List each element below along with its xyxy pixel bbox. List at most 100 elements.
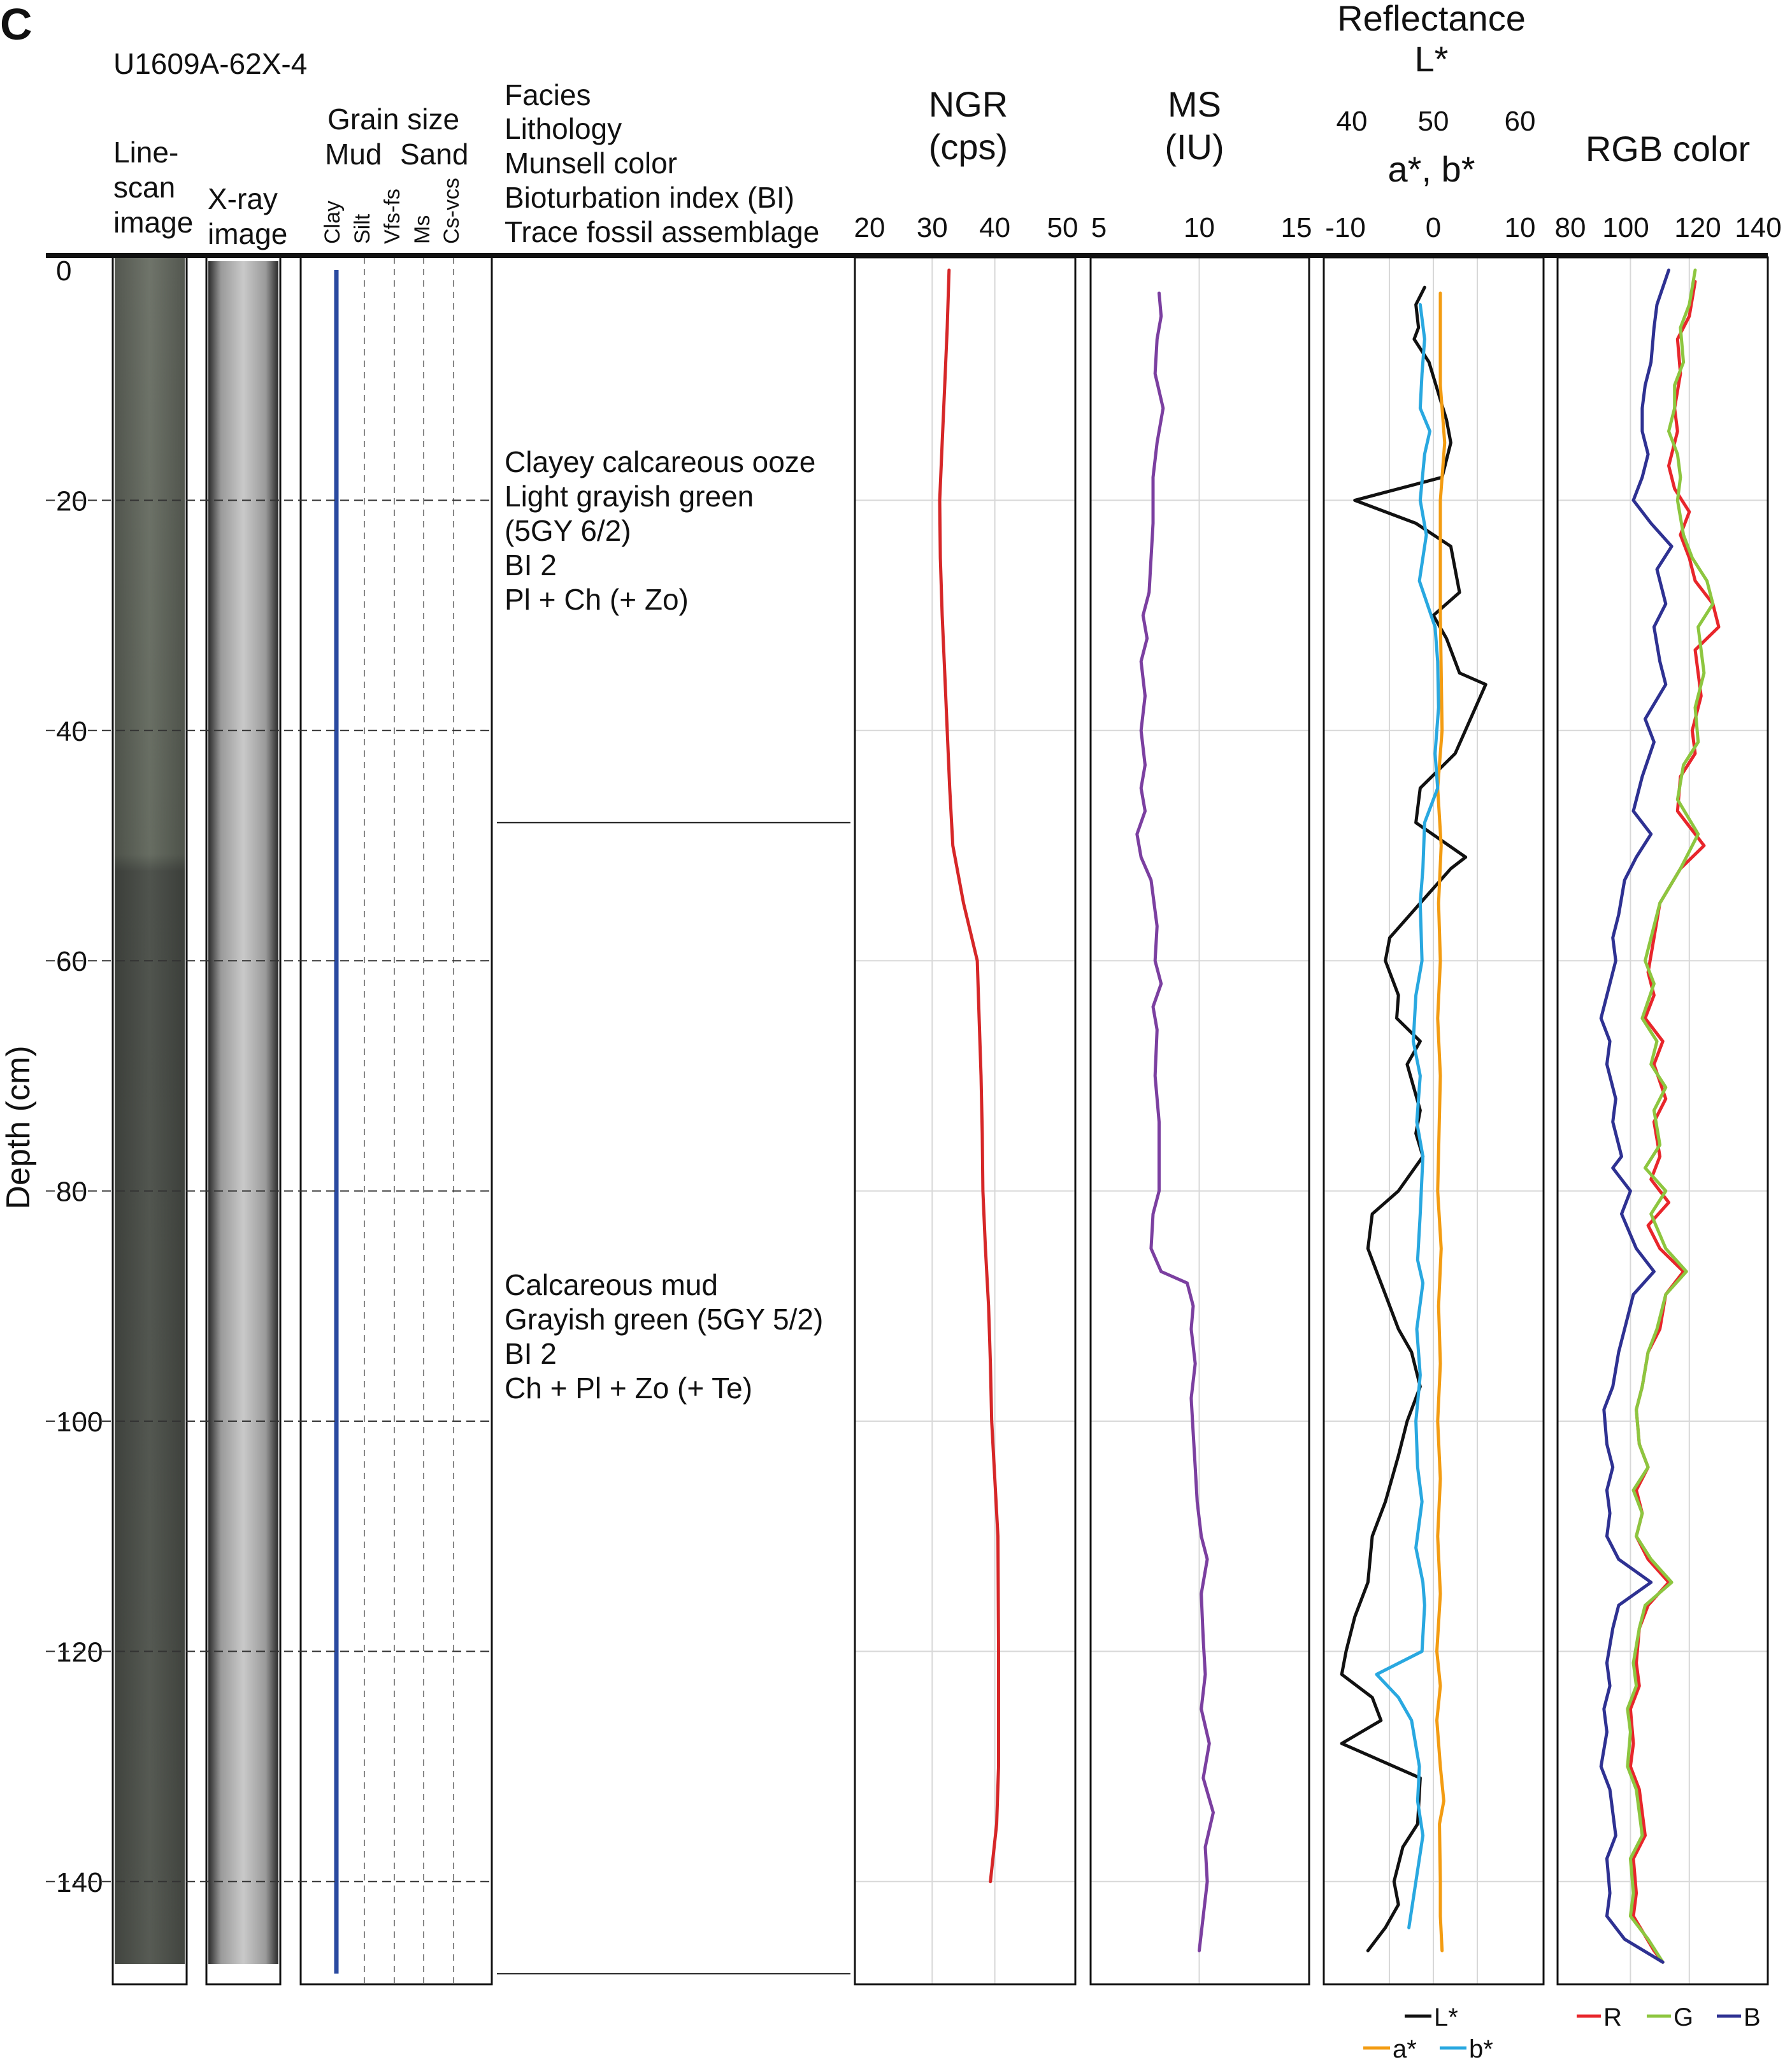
grain-size-mud: Mud <box>325 138 382 171</box>
unit-2-description: Calcareous mud Grayish green (5GY 5/2) B… <box>505 1268 831 1405</box>
rgb-track: 80 100 120 140 <box>1555 212 1782 1986</box>
ngr-tick-label: 30 <box>917 212 948 243</box>
unit-2-line: Grayish green (5GY 5/2) <box>505 1303 823 1336</box>
xray-header-line: image <box>208 217 287 250</box>
grain-class-label: Ms <box>410 215 434 244</box>
depth-tick-label: 20 <box>56 485 87 517</box>
legend-label: B <box>1744 2003 1761 2031</box>
xray-header-line: X-ray <box>208 182 278 215</box>
depth-tick-label: 140 <box>56 1867 103 1898</box>
ngr-header: NGR (cps) <box>929 84 1008 167</box>
grain-class-label: Silt <box>350 213 375 244</box>
description-header-line: Munsell color <box>505 147 677 180</box>
ms-track: 5 10 15 <box>1089 212 1312 1986</box>
grain-size-header: Grain size Mud Sand Clay Silt Vfs-fs Ms … <box>320 103 468 244</box>
rgb-b-line <box>1599 268 1674 1964</box>
grain-class-label: Vfs-fs <box>380 189 405 244</box>
grain-size-title: Grain size <box>327 103 459 136</box>
description-column: Clayey calcareous ooze Light grayish gre… <box>497 445 850 1975</box>
depth-tick-label: 80 <box>56 1177 87 1208</box>
description-header-line: Facies <box>505 78 591 111</box>
reflectance-ab-label: a*, b* <box>1388 149 1475 189</box>
ms-line <box>1135 291 1215 1952</box>
reflectance-lstar-label: L* <box>1415 39 1449 79</box>
unit-1-line: (5GY 6/2) <box>505 514 631 547</box>
rgb-tick-label: 80 <box>1555 212 1586 243</box>
rgb-title: RGB color <box>1586 129 1750 169</box>
linescan-column <box>111 255 188 1986</box>
linescan-header-line: scan <box>113 171 175 204</box>
rgb-tick-label: 140 <box>1735 212 1781 243</box>
ms-title-unit: (IU) <box>1165 127 1224 167</box>
description-header-line: Lithology <box>505 112 622 145</box>
unit-1-description: Clayey calcareous ooze Light grayish gre… <box>505 445 824 616</box>
description-header-line: Bioturbation index (BI) <box>505 181 794 214</box>
description-header-line: Trace fossil assemblage <box>505 215 819 248</box>
ngr-frame <box>854 256 1077 1986</box>
rgb-header: RGB color <box>1586 129 1750 169</box>
ngr-title: NGR <box>929 84 1008 124</box>
unit-1-line: Pl + Ch (+ Zo) <box>505 583 689 616</box>
reflectance-astar-line <box>1435 291 1447 1952</box>
reflectance-lstar-tick-label: 50 <box>1418 106 1449 137</box>
unit-1-line: Light grayish green <box>505 480 754 513</box>
rgb-r-line <box>1628 280 1721 1964</box>
linescan-header-line: image <box>113 206 193 239</box>
reflectance-lstar-tick-label: 60 <box>1505 106 1536 137</box>
rgb-tick-label: 120 <box>1674 212 1721 243</box>
depth-axis-label: Depth (cm) <box>0 1045 37 1209</box>
reflectance-lstar-line <box>1340 285 1487 1952</box>
depth-tick-label: 120 <box>56 1636 103 1668</box>
xray-header: X-ray image <box>208 182 287 250</box>
depth-tick-label: 0 <box>56 255 71 287</box>
legend-label: b* <box>1469 2035 1493 2063</box>
ms-title: MS <box>1168 84 1221 124</box>
ngr-tick-label: 40 <box>979 212 1010 243</box>
reflectance-ab-tick-label: 10 <box>1505 212 1536 243</box>
description-header: Facies Lithology Munsell color Bioturbat… <box>505 78 819 248</box>
rgb-g-line <box>1626 268 1715 1964</box>
rgb-frame <box>1556 256 1769 1986</box>
reflectance-title: Reflectance <box>1337 0 1526 38</box>
ms-tick-label: 5 <box>1091 212 1107 243</box>
depth-tick-label: 60 <box>56 946 87 977</box>
linescan-header-line: Line- <box>113 136 178 169</box>
unit-1-line: BI 2 <box>505 548 557 582</box>
ngr-track: 20 30 40 50 <box>854 212 1078 1986</box>
grain-class-label: Clay <box>320 201 345 244</box>
unit-2-line: Calcareous mud <box>505 1268 718 1301</box>
reflectance-bstar-line <box>1375 303 1440 1929</box>
reflectance-header: Reflectance L* a*, b* <box>1337 0 1526 189</box>
linescan-image-shade <box>115 257 185 1964</box>
grain-class-label: Cs-vcs <box>440 178 464 244</box>
reflectance-ab-tick-label: 0 <box>1426 212 1441 243</box>
grain-size-column <box>299 255 493 1986</box>
legend-label: a* <box>1393 2035 1417 2063</box>
ngr-line <box>938 268 1000 1884</box>
grain-size-frame <box>299 255 493 1986</box>
reflectance-legend: L* a* b* <box>1363 2003 1493 2063</box>
legend-label: L* <box>1434 2003 1458 2031</box>
xray-column <box>205 255 282 1986</box>
legend-label: G <box>1674 2003 1693 2031</box>
ms-header: MS (IU) <box>1165 84 1224 167</box>
depth-tick-label: 40 <box>56 716 87 747</box>
depth-tick-label: 100 <box>56 1407 103 1438</box>
legend-label: R <box>1603 2003 1622 2031</box>
unit-1-line: Clayey calcareous ooze <box>505 445 815 478</box>
reflectance-track: 40 50 60 -10 0 10 <box>1322 106 1545 1986</box>
reflectance-lstar-tick-label: 40 <box>1337 106 1368 137</box>
grain-size-sand: Sand <box>400 138 468 171</box>
ngr-title-unit: (cps) <box>929 127 1008 167</box>
unit-2-line: BI 2 <box>505 1337 557 1370</box>
ngr-tick-label: 20 <box>854 212 885 243</box>
core-id: U1609A-62X-4 <box>113 47 307 80</box>
linescan-header: Line- scan image <box>113 136 193 239</box>
unit-2-line: Ch + Pl + Zo (+ Te) <box>505 1371 752 1405</box>
rgb-tick-label: 100 <box>1602 212 1649 243</box>
reflectance-ab-tick-label: -10 <box>1325 212 1366 243</box>
ms-tick-label: 15 <box>1281 212 1312 243</box>
xray-image <box>208 261 278 1964</box>
